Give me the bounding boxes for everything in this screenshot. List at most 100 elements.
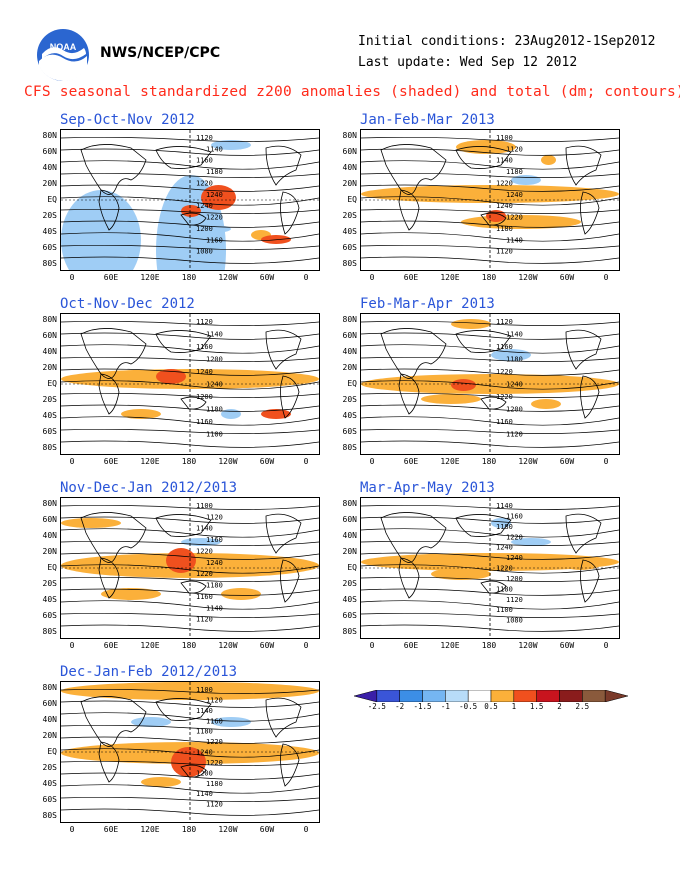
- coastline: [280, 191, 300, 235]
- longitude-label: 60W: [559, 457, 575, 466]
- contour-label: 1160: [506, 512, 523, 520]
- longitude-label: 120W: [518, 273, 538, 282]
- contour-label: 1140: [196, 707, 213, 715]
- contour-line: [361, 356, 619, 362]
- contour-label: 1220: [496, 393, 513, 401]
- contour-line: [361, 244, 619, 250]
- coastline: [380, 144, 447, 195]
- latitude-label: 40S: [42, 227, 57, 236]
- coastline: [180, 764, 207, 778]
- anomaly-region: [511, 538, 551, 546]
- contour-line: [361, 344, 619, 354]
- coastline: [455, 330, 512, 353]
- panel-title-ond: Oct-Nov-Dec 2012: [60, 296, 195, 312]
- coastline: [580, 559, 600, 603]
- contour-line: [361, 528, 619, 538]
- contour-label: 1100: [496, 134, 513, 142]
- longitude-label: 60E: [103, 457, 119, 466]
- contour-label: 1180: [496, 523, 513, 531]
- longitude-label: 120E: [440, 641, 460, 650]
- contour-label: 1160: [496, 343, 513, 351]
- colorbar-segment: [422, 690, 446, 702]
- contour-label: 1220: [206, 759, 223, 767]
- contour-line: [61, 784, 319, 794]
- longitude-label: 0: [369, 641, 375, 650]
- colorbar-segment: [445, 690, 469, 702]
- latitude-label: 60S: [342, 427, 357, 436]
- anomaly-region: [491, 349, 531, 361]
- longitude-label: 120E: [440, 273, 460, 282]
- contour-label: 1240: [496, 544, 513, 552]
- longitude-label: 120E: [140, 825, 160, 834]
- contour-line: [61, 428, 319, 434]
- anomaly-region: [211, 140, 251, 150]
- longitude-label: 180: [481, 457, 497, 466]
- contour-label: 1220: [496, 565, 513, 573]
- latitude-label: 20S: [342, 395, 357, 404]
- contour-line: [361, 136, 619, 142]
- contour-line: [361, 552, 619, 560]
- longitude-label: 0: [603, 457, 609, 466]
- contour-line: [61, 808, 319, 816]
- coastline: [265, 329, 302, 370]
- latitude-label: 20S: [342, 579, 357, 588]
- contour-label: 1220: [196, 547, 213, 555]
- latitude-label: 40S: [42, 411, 57, 420]
- longitude-label: 0: [69, 273, 75, 282]
- colorbar-segment: [559, 690, 583, 702]
- contour-label: 1240: [206, 559, 223, 567]
- contour-line: [361, 172, 619, 178]
- contour-label: 1200: [196, 225, 213, 233]
- latitude-label: 60S: [42, 611, 57, 620]
- contour-label: 1160: [196, 418, 213, 426]
- contour-label: 1100: [196, 686, 213, 694]
- latitude-label: 80S: [42, 811, 57, 820]
- coastline: [565, 513, 602, 554]
- contour-line: [61, 724, 319, 730]
- coastline: [565, 329, 602, 370]
- latitude-label: 40N: [42, 163, 57, 172]
- svg-text:NOAA: NOAA: [50, 42, 77, 52]
- latitude-label: EQ: [47, 563, 57, 572]
- main-title: CFS seasonal standardized z200 anomalies…: [24, 84, 680, 100]
- contour-label: 1160: [196, 593, 213, 601]
- colorbar: [354, 690, 628, 702]
- coastline: [155, 146, 212, 169]
- panel-title-son: Sep-Oct-Nov 2012: [60, 112, 195, 128]
- longitude-label: 120E: [140, 457, 160, 466]
- coastline: [398, 189, 420, 231]
- anomaly-region: [141, 777, 181, 787]
- contour-line: [361, 160, 619, 170]
- contour-label: 1240: [496, 202, 513, 210]
- contour-line: [61, 440, 319, 448]
- contour-label: 1180: [206, 582, 223, 590]
- anomaly-region: [421, 394, 481, 404]
- contour-label: 1240: [206, 381, 223, 389]
- anomaly-map: 1140 1160 1180 1220 1240 1240 1220 1200 1180 1120…: [361, 498, 619, 638]
- contour-line: [61, 184, 319, 192]
- map-panel-mam: 1140 1160 1180 1220 1240 1240 1220 1200 1180 1120…: [360, 497, 620, 639]
- latitude-label: EQ: [47, 379, 57, 388]
- contour-label: 1140: [506, 331, 523, 339]
- latitude-label: 40N: [342, 531, 357, 540]
- contour-line: [61, 332, 319, 340]
- contour-label: 1140: [206, 145, 223, 153]
- contour-label: 1180: [196, 728, 213, 736]
- contour-line: [61, 416, 319, 426]
- latitude-label: 40N: [42, 715, 57, 724]
- contour-line: [61, 504, 319, 510]
- longitude-label: 120E: [140, 641, 160, 650]
- anomaly-map: 1100 1120 1140 1180 1220 1240 1240 1220 1180 1140…: [361, 130, 619, 270]
- contour-label: 1140: [496, 502, 513, 510]
- longitude-label: 180: [181, 457, 197, 466]
- latitude-label: 60N: [342, 147, 357, 156]
- longitude-label: 0: [303, 457, 309, 466]
- latitude-label: 20N: [342, 179, 357, 188]
- longitude-label: 0: [69, 641, 75, 650]
- coastline: [280, 743, 300, 787]
- contour-label: 1180: [506, 356, 523, 364]
- contour-line: [361, 428, 619, 434]
- contour-label: 1120: [506, 596, 523, 604]
- contour-label: 1120: [196, 616, 213, 624]
- contour-label: 1100: [496, 606, 513, 614]
